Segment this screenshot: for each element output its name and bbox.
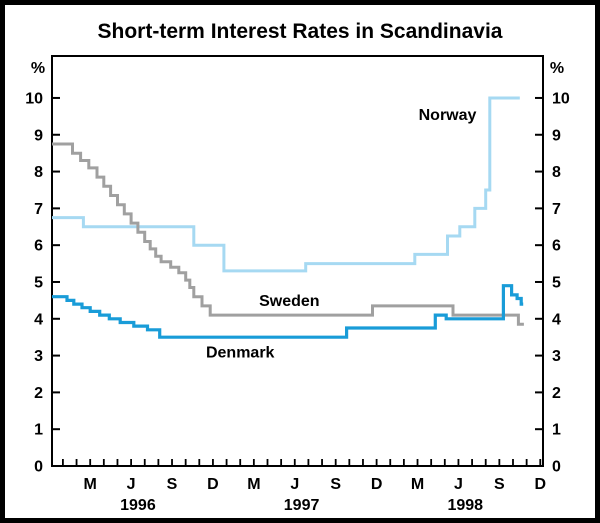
x-year-label: 1997 bbox=[284, 497, 320, 514]
norway-label: Norway bbox=[419, 107, 477, 124]
y-tick-label-right: 5 bbox=[552, 274, 561, 291]
y-tick-label-right: 0 bbox=[552, 459, 561, 476]
x-month-label: S bbox=[494, 476, 505, 493]
chart-title: Short-term Interest Rates in Scandinavia bbox=[98, 20, 503, 43]
x-month-label: J bbox=[454, 476, 463, 493]
y-tick-label-right: 9 bbox=[552, 127, 561, 144]
y-tick-label-left: 8 bbox=[34, 164, 43, 181]
y-tick-label-left: 5 bbox=[34, 274, 43, 291]
y-tick-label-right: 6 bbox=[552, 238, 561, 255]
sweden-label: Sweden bbox=[259, 293, 319, 310]
y-tick-label-right: 8 bbox=[552, 164, 561, 181]
plot-area-border bbox=[51, 55, 544, 467]
x-month-label: S bbox=[167, 476, 178, 493]
y-tick-label-right: 7 bbox=[552, 201, 561, 218]
x-month-label: M bbox=[411, 476, 424, 493]
x-month-label: D bbox=[207, 476, 219, 493]
x-month-label: J bbox=[127, 476, 136, 493]
y-tick-label-left: 7 bbox=[34, 201, 43, 218]
y-tick-label-left: 9 bbox=[34, 127, 43, 144]
y-tick-label-left: 6 bbox=[34, 238, 43, 255]
chart-content: 0 0 1 1 2 2 3 3 4 4 5 5 6 6 7 7 8 8 9 9 10 10 M J S D M J S D M J S D 1996… bbox=[25, 90, 570, 514]
y-tick-label-right: 1 bbox=[552, 422, 561, 439]
y-axis-unit-right: % bbox=[550, 60, 564, 77]
x-month-label: D bbox=[371, 476, 383, 493]
x-year-label: 1998 bbox=[447, 497, 483, 514]
x-month-label: J bbox=[290, 476, 299, 493]
y-tick-label-left: 3 bbox=[34, 348, 43, 365]
y-tick-label-right: 4 bbox=[552, 311, 561, 328]
y-tick-label-left: 4 bbox=[34, 311, 43, 328]
y-tick-label-left: 0 bbox=[34, 459, 43, 476]
sweden-line bbox=[52, 142, 524, 326]
x-year-label: 1996 bbox=[120, 497, 156, 514]
y-tick-label-left: 1 bbox=[34, 422, 43, 439]
x-month-label: S bbox=[330, 476, 341, 493]
y-tick-label-right: 10 bbox=[552, 90, 570, 107]
y-tick-label-right: 3 bbox=[552, 348, 561, 365]
y-tick-label-left: 10 bbox=[25, 90, 43, 107]
y-tick-label-right: 2 bbox=[552, 385, 561, 402]
y-axis-unit-left: % bbox=[31, 60, 45, 77]
y-tick-label-left: 2 bbox=[34, 385, 43, 402]
x-month-label: M bbox=[84, 476, 97, 493]
norway-line bbox=[52, 96, 520, 273]
denmark-line bbox=[52, 284, 524, 339]
x-month-label: M bbox=[247, 476, 260, 493]
x-month-label: D bbox=[534, 476, 546, 493]
denmark-label: Denmark bbox=[206, 344, 275, 361]
